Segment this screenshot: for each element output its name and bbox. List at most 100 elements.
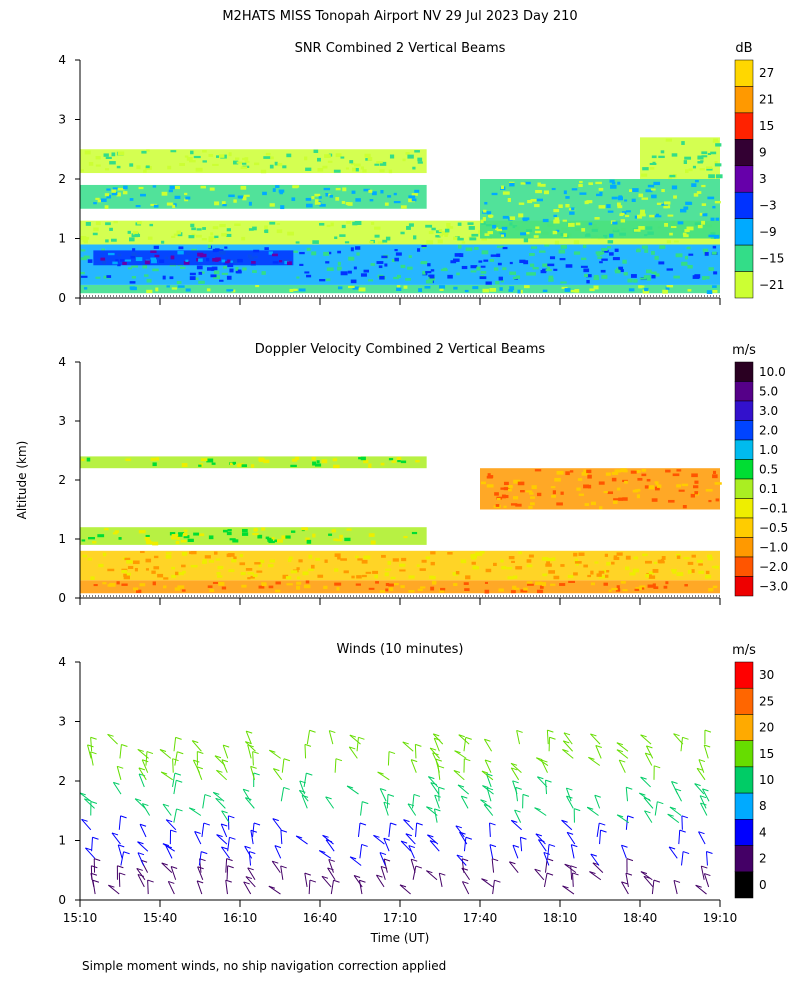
- heatmap-cell: [169, 185, 175, 190]
- wind-barb-flag: [383, 837, 390, 841]
- heatmap-cell: [184, 198, 189, 202]
- heatmap-cell: [584, 503, 590, 507]
- y-tick-label: 2: [58, 473, 66, 487]
- heatmap-cell: [688, 253, 694, 256]
- wind-barb: [621, 881, 629, 895]
- wind-barb-flag: [304, 872, 311, 876]
- wind-barb-flag: [546, 872, 554, 876]
- heatmap-cell: [686, 226, 693, 230]
- wind-barb: [173, 808, 178, 823]
- heatmap-cell: [263, 156, 271, 159]
- heatmap-cell: [573, 572, 578, 576]
- heatmap-cell: [400, 585, 405, 589]
- heatmap-cell: [198, 533, 205, 537]
- heatmap-cell: [588, 182, 593, 186]
- heatmap-cell: [525, 490, 533, 493]
- wind-barb: [216, 769, 228, 781]
- wind-barb-flag: [428, 776, 435, 780]
- heatmap-cell: [239, 562, 246, 566]
- heatmap-cell: [131, 276, 137, 279]
- heatmap-cell: [293, 250, 298, 253]
- heatmap-cell: [323, 585, 328, 590]
- heatmap-cell: [375, 581, 379, 584]
- wind-barb-flag: [599, 822, 606, 826]
- heatmap-cell: [171, 235, 176, 238]
- heatmap-cell: [467, 222, 474, 225]
- heatmap-cell: [593, 276, 600, 281]
- heatmap-cell: [605, 472, 611, 476]
- heatmap-cell: [88, 536, 95, 540]
- wind-barb: [327, 867, 336, 881]
- heatmap-cell: [374, 234, 380, 238]
- heatmap-cell: [282, 165, 287, 169]
- wind-barb: [483, 738, 493, 752]
- heatmap-cell: [601, 248, 608, 251]
- heatmap-cell: [123, 573, 127, 577]
- heatmap-cell: [275, 581, 281, 585]
- wind-barb-flag: [123, 851, 130, 855]
- heatmap-cell: [707, 196, 715, 200]
- heatmap-cell: [315, 463, 322, 467]
- heatmap-cell: [150, 250, 157, 253]
- heatmap-cell: [611, 477, 617, 482]
- heatmap-cell: [704, 252, 709, 256]
- heatmap-cell: [583, 469, 589, 473]
- wind-barb: [222, 744, 229, 759]
- wind-barb-flag: [534, 807, 541, 811]
- heatmap-cell: [633, 279, 638, 283]
- wind-barb-flag: [456, 854, 464, 858]
- wind-barb-flag: [174, 772, 182, 776]
- wind-barb: [295, 835, 308, 845]
- heatmap-cell: [598, 205, 606, 209]
- heatmap-cell: [240, 166, 248, 170]
- heatmap-cell: [306, 539, 312, 544]
- heatmap-cell: [559, 258, 566, 261]
- heatmap-cell: [170, 150, 177, 153]
- wind-barb: [244, 846, 253, 859]
- heatmap-cell: [571, 188, 578, 191]
- heatmap-cell: [673, 275, 680, 279]
- colorbar-segment: [734, 381, 754, 402]
- colorbar-tick-label: 25: [759, 694, 774, 708]
- heatmap-cell: [548, 275, 554, 280]
- heatmap-cell: [715, 174, 723, 179]
- heatmap-cell: [281, 535, 289, 540]
- heatmap-cell: [121, 569, 128, 574]
- wind-barb-flag: [415, 743, 422, 747]
- heatmap-cell: [638, 193, 644, 198]
- heatmap-cell: [611, 561, 615, 565]
- wind-barb: [510, 767, 520, 781]
- wind-barb: [463, 737, 467, 752]
- heatmap-cell: [641, 469, 647, 472]
- heatmap-cell: [501, 226, 508, 230]
- heatmap-cell: [212, 226, 219, 230]
- heatmap-cell: [352, 286, 360, 290]
- heatmap-cell: [614, 270, 621, 274]
- heatmap-cell: [114, 530, 119, 534]
- heatmap-cell: [107, 568, 115, 572]
- wind-barb-flag: [309, 729, 316, 733]
- heatmap-cell: [166, 285, 170, 288]
- panel-title: SNR Combined 2 Vertical Beams: [295, 41, 506, 56]
- wind-barb-flag: [706, 851, 713, 854]
- heatmap-cell: [647, 584, 655, 588]
- heatmap-cell: [242, 528, 248, 533]
- wind-barb: [145, 751, 148, 766]
- heatmap-cell: [664, 222, 669, 227]
- heatmap-cell: [219, 279, 224, 282]
- heatmap-cell: [633, 229, 641, 232]
- wind-barb-flag: [653, 879, 661, 883]
- heatmap-cell: [692, 165, 697, 169]
- wind-barb: [379, 788, 387, 802]
- wind-barb-flag: [194, 831, 201, 834]
- wind-barb: [322, 834, 334, 845]
- heatmap-cell: [296, 581, 302, 585]
- heatmap-cell: [260, 169, 267, 174]
- heatmap-cell: [620, 581, 626, 584]
- wind-barb-flag: [590, 733, 597, 737]
- heatmap-cell: [125, 572, 131, 576]
- heatmap-cell: [351, 167, 356, 172]
- heatmap-cell: [308, 554, 313, 559]
